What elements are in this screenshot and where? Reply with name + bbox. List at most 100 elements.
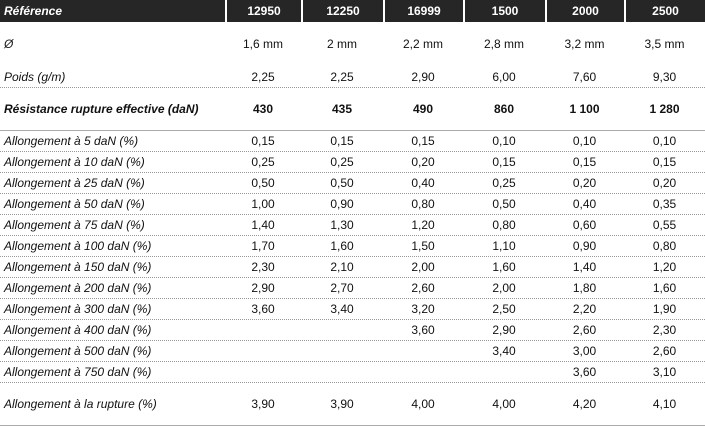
value-cell: 1 100 bbox=[569, 102, 600, 116]
value-cell: 0,10 bbox=[572, 134, 597, 148]
table-row: Résistance rupture effective (daN) 430 435… bbox=[0, 88, 705, 131]
value-cell: 0,80 bbox=[492, 218, 516, 232]
row-label: Allongement à 50 daN (%) bbox=[4, 197, 145, 211]
row-label: Résistance rupture effective (daN) bbox=[4, 102, 199, 116]
value-cell: 1,80 bbox=[572, 281, 597, 295]
value-cell: 2,70 bbox=[330, 281, 354, 295]
value-cell: 2,00 bbox=[411, 260, 435, 274]
value-cell: 0,15 bbox=[411, 134, 435, 148]
row-label: Allongement à 300 daN (%) bbox=[4, 302, 152, 316]
value-cell: 7,60 bbox=[572, 69, 597, 84]
value-cell: 0,60 bbox=[572, 218, 597, 232]
row-label: Allongement à 75 daN (%) bbox=[4, 218, 145, 232]
header-cell: 12250 bbox=[301, 0, 383, 22]
value-cell: 490 bbox=[412, 102, 434, 116]
value-cell: 4,20 bbox=[572, 397, 597, 411]
value-cell: 2,10 bbox=[330, 260, 354, 274]
table-row: Allongement à 10 daN (%) 0,25 0,25 0,20 0,15… bbox=[0, 152, 705, 173]
value-cell: 2,20 bbox=[572, 302, 597, 316]
row-label: Allongement à 150 daN (%) bbox=[4, 260, 152, 274]
value-cell: 2,60 bbox=[652, 344, 677, 358]
value-cell: 2,90 bbox=[411, 69, 435, 84]
value-cell: 3,60 bbox=[251, 302, 275, 316]
row-label: Ø bbox=[4, 37, 14, 51]
header-cell: 12950 bbox=[225, 0, 301, 22]
value-cell: 2,00 bbox=[492, 281, 516, 295]
value-cell: 1 280 bbox=[649, 102, 680, 116]
row-label: Allongement à 400 daN (%) bbox=[4, 323, 152, 337]
value-cell: 2,60 bbox=[411, 281, 435, 295]
table-row: Allongement à 50 daN (%) 1,00 0,90 0,80 0,50… bbox=[0, 194, 705, 215]
value-cell: 0,20 bbox=[572, 176, 597, 190]
value-cell: 0,50 bbox=[330, 176, 354, 190]
table-row: Allongement à 750 daN (%) 3,60 3,10 bbox=[0, 362, 705, 383]
value-cell: 3,40 bbox=[330, 302, 354, 316]
value-cell: 0,40 bbox=[572, 197, 597, 211]
value-cell: 0,50 bbox=[492, 197, 516, 211]
value-cell: 860 bbox=[493, 102, 515, 116]
row-label: Allongement à 10 daN (%) bbox=[4, 155, 145, 169]
value-cell: 1,50 bbox=[411, 239, 435, 253]
value-cell: 2,30 bbox=[251, 260, 275, 274]
value-cell: 0,80 bbox=[411, 197, 435, 211]
row-label: Allongement à 5 daN (%) bbox=[4, 134, 139, 148]
value-cell: 2,90 bbox=[492, 323, 516, 337]
value-cell: 0,90 bbox=[330, 197, 354, 211]
table-row: Allongement à 300 daN (%) 3,60 3,40 3,20 2,5… bbox=[0, 299, 705, 320]
table-row: Ø 1,6 mm 2 mm 2,2 mm 2,8 mm 3,2 mm 3,5 mm bbox=[0, 22, 705, 66]
value-cell: 1,60 bbox=[330, 239, 354, 253]
value-cell: 1,90 bbox=[652, 302, 677, 316]
table-row: Allongement à 5 daN (%) 0,15 0,15 0,15 0,10 0… bbox=[0, 131, 705, 152]
value-cell: 1,20 bbox=[411, 218, 435, 232]
value-cell: 0,80 bbox=[652, 239, 677, 253]
value-cell: 1,30 bbox=[330, 218, 354, 232]
value-cell: 1,40 bbox=[251, 218, 275, 232]
value-cell: 1,70 bbox=[251, 239, 275, 253]
table-row: Allongement à 150 daN (%) 2,30 2,10 2,00 1,6… bbox=[0, 257, 705, 278]
value-cell: 0,25 bbox=[330, 155, 354, 169]
row-label: Allongement à 750 daN (%) bbox=[4, 365, 152, 379]
row-label: Allongement à 100 daN (%) bbox=[4, 239, 152, 253]
value-cell: 1,20 bbox=[652, 260, 677, 274]
value-cell: 3,10 bbox=[652, 365, 677, 379]
header-cell: 1500 bbox=[463, 0, 545, 22]
table-row: Allongement à 25 daN (%) 0,50 0,50 0,40 0,25… bbox=[0, 173, 705, 194]
value-cell: 0,20 bbox=[411, 155, 435, 169]
value-cell: 0,15 bbox=[652, 155, 677, 169]
value-cell: 0,15 bbox=[251, 134, 275, 148]
value-cell: 6,00 bbox=[492, 69, 516, 84]
value-cell: 3,90 bbox=[251, 397, 275, 411]
table-row: Poids (g/m) 2,25 2,25 2,90 6,00 7,60 9,30 bbox=[0, 66, 705, 88]
value-cell: 1,6 mm bbox=[242, 37, 283, 51]
value-cell: 2,30 bbox=[652, 323, 677, 337]
value-cell: 0,35 bbox=[652, 197, 677, 211]
value-cell: 2 mm bbox=[327, 37, 357, 51]
value-cell: 2,25 bbox=[251, 69, 275, 84]
row-label: Allongement à 500 daN (%) bbox=[4, 344, 152, 358]
value-cell: 3,90 bbox=[330, 397, 354, 411]
value-cell: 0,40 bbox=[411, 176, 435, 190]
value-cell: 0,25 bbox=[251, 155, 275, 169]
value-cell: 3,2 mm bbox=[564, 37, 605, 51]
row-label: Allongement à la rupture (%) bbox=[4, 397, 157, 411]
row-label: Allongement à 200 daN (%) bbox=[4, 281, 152, 295]
value-cell: 4,00 bbox=[411, 397, 435, 411]
value-cell: 1,60 bbox=[492, 260, 516, 274]
value-cell: 3,60 bbox=[411, 323, 435, 337]
table-row: Allongement à 200 daN (%) 2,90 2,70 2,60 2,0… bbox=[0, 278, 705, 299]
value-cell: 0,15 bbox=[330, 134, 354, 148]
value-cell: 2,50 bbox=[492, 302, 516, 316]
value-cell: 0,15 bbox=[572, 155, 597, 169]
table-row: Allongement à la rupture (%) 3,90 3,90 4,00… bbox=[0, 383, 705, 426]
header-cell: Référence bbox=[4, 4, 63, 18]
value-cell: 4,00 bbox=[492, 397, 516, 411]
header-cell: 2500 bbox=[624, 0, 705, 22]
value-cell: 1,10 bbox=[492, 239, 516, 253]
value-cell: 3,00 bbox=[572, 344, 597, 358]
value-cell: 0,25 bbox=[492, 176, 516, 190]
value-cell: 0,10 bbox=[652, 134, 677, 148]
header-row: Référence 12950 12250 16999 1500 2000 2500 bbox=[0, 0, 705, 22]
value-cell: 0,15 bbox=[492, 155, 516, 169]
value-cell: 3,40 bbox=[492, 344, 516, 358]
